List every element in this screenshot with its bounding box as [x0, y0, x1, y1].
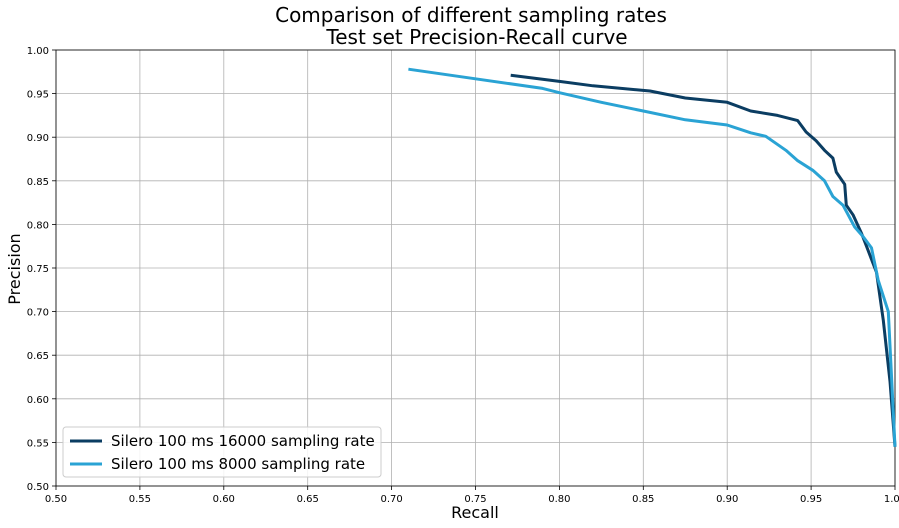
x-tick-label: 0.50: [45, 494, 67, 505]
y-tick-label: 0.70: [27, 308, 49, 319]
y-tick-label: 0.65: [27, 351, 49, 362]
x-tick-label: 0.75: [464, 494, 486, 505]
y-tick-label: 0.80: [27, 220, 49, 231]
legend-label-8000: Silero 100 ms 8000 sampling rate: [111, 455, 365, 473]
y-tick-label: 0.85: [27, 177, 49, 188]
x-tick-label: 1.00: [884, 494, 899, 505]
y-tick-label: 0.75: [27, 264, 49, 275]
x-tick-label: 0.80: [548, 494, 570, 505]
y-tick-label: 0.95: [27, 90, 49, 101]
x-tick-label: 0.85: [632, 494, 654, 505]
x-tick-label: 0.65: [297, 494, 319, 505]
x-tick-label: 0.70: [380, 494, 402, 505]
y-tick-label: 0.50: [27, 482, 49, 493]
legend-label-16000: Silero 100 ms 16000 sampling rate: [111, 432, 375, 450]
x-tick-label: 0.60: [213, 494, 235, 505]
series-lines: [408, 67, 897, 447]
y-tick-label: 0.90: [27, 133, 49, 144]
chart-title-line-1: Comparison of different sampling rates: [275, 3, 667, 27]
x-tick-label: 0.90: [716, 494, 738, 505]
y-tick-label: 0.55: [27, 438, 49, 449]
y-tick-label: 1.00: [27, 46, 49, 57]
chart-title-line-2: Test set Precision-Recall curve: [325, 25, 627, 49]
series-line-16000: [510, 73, 897, 447]
y-tick-label: 0.60: [27, 395, 49, 406]
x-axis-label: Recall: [451, 503, 499, 522]
y-axis-ticks: 0.50 0.55 0.60 0.65 0.70 0.75 0.80 0.85 0.90 0.95…: [27, 46, 56, 493]
legend-box: [62, 426, 382, 478]
x-axis-ticks: 0.50 0.55 0.60 0.65 0.70 0.75 0.80 0.85 0.90 0.95…: [45, 486, 899, 505]
x-tick-label: 0.95: [800, 494, 822, 505]
x-tick-label: 0.55: [129, 494, 151, 505]
y-axis-label: Precision: [5, 233, 24, 304]
legend: Silero 100 ms 16000 sampling rate Silero…: [62, 426, 382, 478]
series-line-8000: [408, 67, 897, 447]
